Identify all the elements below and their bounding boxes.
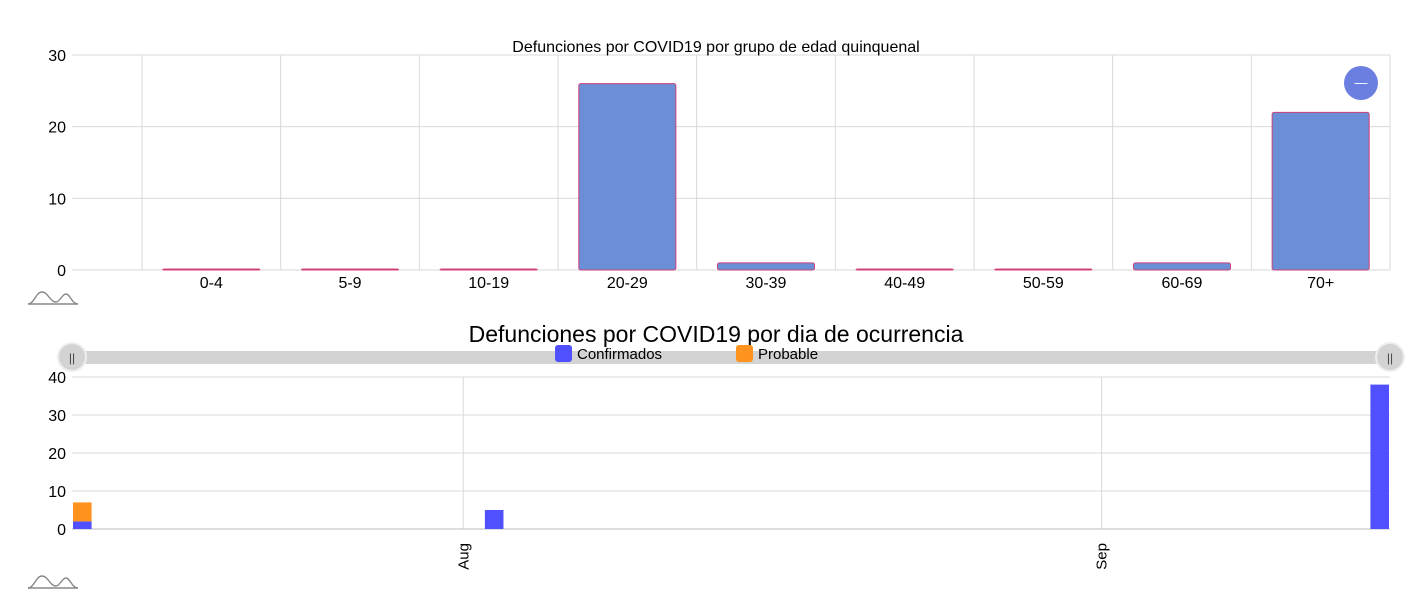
age-bar-0-4[interactable]	[162, 268, 261, 271]
range-slider-right-handle[interactable]: ||	[1375, 342, 1405, 372]
age-group-chart: 0 10 20 30 0-4 5-9 10-19 20-29 30-39 40-49 50-59 6…	[27, 39, 1391, 305]
daily-bar-confirmados[interactable]	[1370, 384, 1389, 529]
range-slider[interactable]: || ||	[57, 342, 1405, 372]
age-bar-70+[interactable]	[1271, 111, 1370, 271]
daily-chart-grid	[72, 376, 1390, 530]
wave-logo-icon	[27, 291, 79, 305]
age-chart-x-tick: 5-9	[338, 275, 361, 292]
legend-swatch-confirmados	[555, 345, 572, 362]
daily-chart-x-axis: Aug Sep	[455, 543, 1110, 570]
legend-label-confirmados: Confirmados	[577, 346, 662, 363]
collapse-button-label[interactable]: —	[1355, 75, 1368, 90]
range-slider-right-grip[interactable]: ||	[1387, 351, 1393, 365]
age-chart-x-tick: 0-4	[200, 275, 223, 292]
age-chart-bars	[162, 83, 1370, 271]
range-slider-left-handle[interactable]: ||	[57, 342, 87, 372]
daily-chart-x-tick: Aug	[455, 543, 472, 570]
age-chart-x-tick: 50-59	[1023, 275, 1064, 292]
daily-bar-confirmados[interactable]	[484, 510, 504, 529]
age-bar-20-29[interactable]	[578, 83, 677, 271]
daily-chart-x-tick: Sep	[1094, 543, 1111, 570]
age-chart-x-tick: 10-19	[468, 275, 509, 292]
daily-chart-bars	[73, 384, 1389, 529]
age-chart-y-tick: 30	[48, 48, 66, 65]
range-slider-left-grip[interactable]: ||	[69, 351, 75, 365]
collapse-button[interactable]: —	[1344, 66, 1378, 100]
collapse-button-circle[interactable]	[1344, 66, 1378, 100]
age-chart-y-tick: 20	[48, 120, 66, 137]
wave-logo-icon	[27, 575, 79, 589]
age-bar-40-49[interactable]	[855, 268, 954, 271]
daily-chart-y-tick: 40	[48, 370, 66, 387]
daily-chart-y-tick: 20	[48, 446, 66, 463]
age-chart-y-tick: 10	[48, 191, 66, 208]
daily-bar-probable[interactable]	[73, 502, 92, 522]
age-chart-x-tick: 40-49	[884, 275, 925, 292]
age-chart-y-tick: 0	[57, 263, 66, 280]
daily-chart-y-tick: 30	[48, 408, 66, 425]
age-chart-x-tick: 60-69	[1162, 275, 1203, 292]
daily-chart-y-tick: 10	[48, 484, 66, 501]
age-bar-30-39[interactable]	[716, 262, 816, 271]
range-slider-track[interactable]	[72, 351, 1390, 364]
daily-bar-confirmados[interactable]	[73, 521, 92, 529]
age-bar-10-19[interactable]	[439, 268, 538, 271]
age-bar-60-69[interactable]	[1132, 262, 1232, 271]
age-chart-x-tick: 20-29	[607, 275, 648, 292]
legend-swatch-probable	[736, 345, 753, 362]
age-chart-x-axis: 0-4 5-9 10-19 20-29 30-39 40-49 50-59 60-69 70+	[200, 275, 1334, 292]
daily-chart-y-axis: 0 10 20 30 40	[48, 370, 66, 539]
legend-label-probable: Probable	[758, 346, 818, 363]
age-bar-5-9[interactable]	[300, 268, 400, 271]
age-chart-x-tick: 30-39	[746, 275, 787, 292]
daily-chart-title: Defunciones por COVID19 por dia de ocurr…	[469, 321, 964, 347]
age-chart-y-axis: 0 10 20 30	[48, 48, 66, 280]
daily-chart-y-tick: 0	[57, 522, 66, 539]
age-bar-50-59[interactable]	[994, 268, 1093, 271]
daily-chart: Defunciones por COVID19 por dia de ocurr…	[27, 321, 1405, 589]
daily-chart-legend: Confirmados Probable	[555, 345, 818, 363]
age-chart-title: Defunciones por COVID19 por grupo de eda…	[512, 39, 919, 56]
age-chart-x-tick: 70+	[1307, 275, 1334, 292]
age-chart-grid	[72, 54, 1391, 271]
